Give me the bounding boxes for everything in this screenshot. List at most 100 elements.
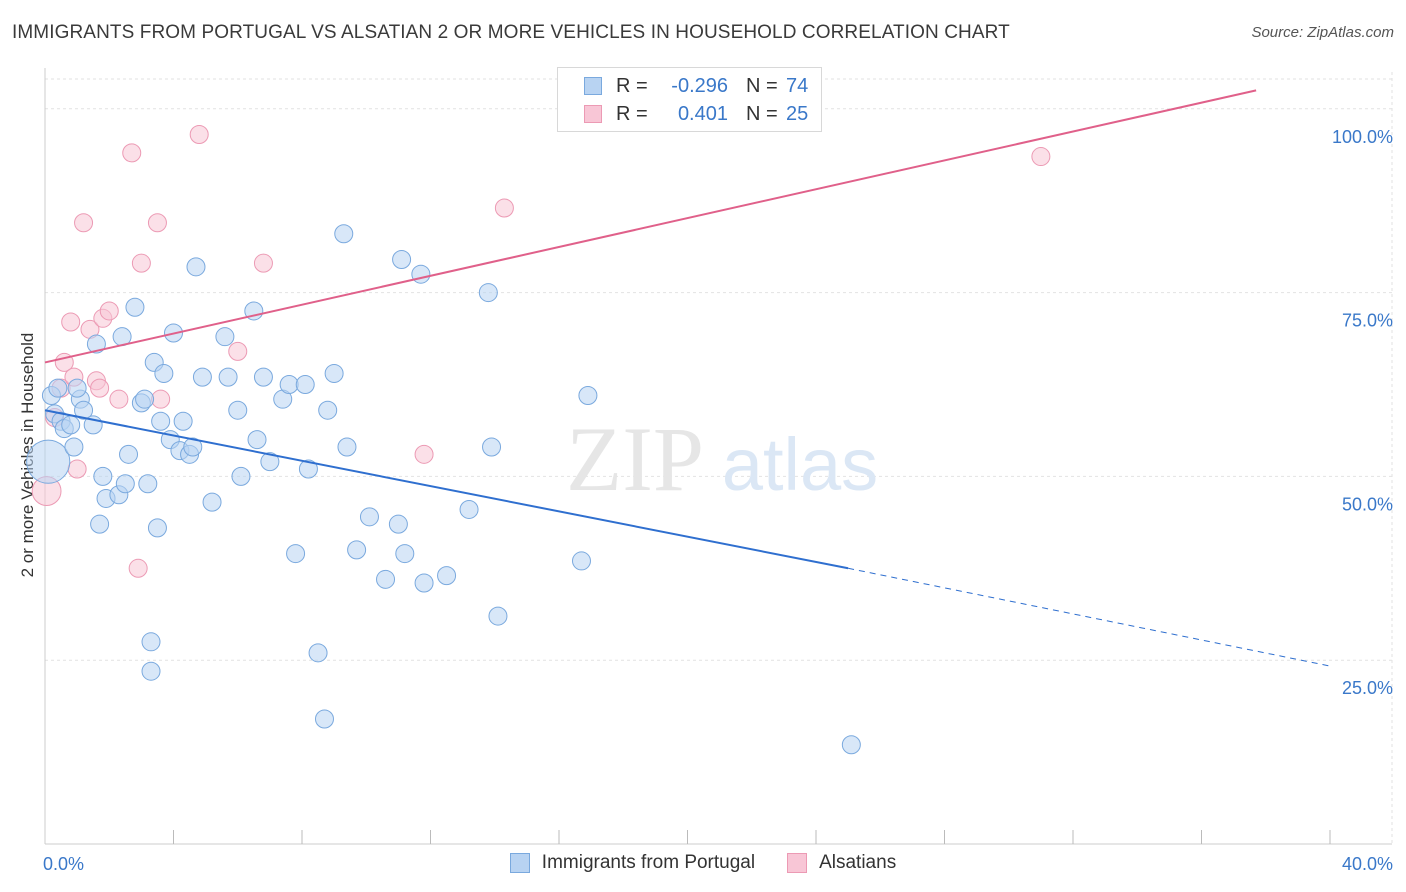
legend-n-label: N = xyxy=(746,102,778,125)
data-point xyxy=(135,389,155,409)
y-tick-label: 75.0% xyxy=(1342,311,1393,331)
data-point xyxy=(286,544,306,564)
chart-title: IMMIGRANTS FROM PORTUGAL VS ALSATIAN 2 O… xyxy=(12,22,1010,43)
data-point xyxy=(334,224,354,244)
legend-swatch-pink xyxy=(584,105,602,123)
y-tick-label: 100.0% xyxy=(1332,127,1393,147)
data-point xyxy=(337,437,357,457)
data-point xyxy=(115,474,135,494)
trendline-alsatians xyxy=(44,89,1257,364)
trendline-portugal xyxy=(44,409,849,570)
data-point xyxy=(74,213,94,233)
data-point xyxy=(359,507,379,527)
legend-r-label: R = xyxy=(616,102,648,125)
data-point xyxy=(298,459,318,479)
correlation-legend: R = -0.296 N = 74 R = 0.401 N = 25 xyxy=(557,67,822,132)
data-point xyxy=(67,378,87,398)
data-point xyxy=(86,334,106,354)
x-tick-label: 0.0% xyxy=(43,854,84,874)
data-point xyxy=(411,264,431,284)
data-point xyxy=(376,569,396,589)
data-point xyxy=(202,492,222,512)
watermark-zip: ZIP xyxy=(566,408,704,510)
legend-swatch-pink xyxy=(787,853,808,873)
legend-row-portugal: R = -0.296 N = 74 xyxy=(584,72,808,100)
trendline-portugal-extrapolated xyxy=(848,567,1331,667)
data-point xyxy=(183,437,203,457)
data-point xyxy=(488,606,508,626)
legend-swatch-blue xyxy=(584,77,602,95)
data-point xyxy=(138,474,158,494)
data-point xyxy=(482,437,502,457)
data-point xyxy=(215,327,235,347)
data-point xyxy=(147,518,167,538)
legend-row-alsatians: R = 0.401 N = 25 xyxy=(584,100,808,128)
data-point xyxy=(189,124,209,144)
x-tick-label: 40.0% xyxy=(1342,854,1393,874)
data-point xyxy=(151,389,171,409)
legend-label-alsatians: Alsatians xyxy=(819,852,897,873)
trendlines xyxy=(44,89,1331,667)
axes xyxy=(44,68,1392,845)
data-point xyxy=(571,551,591,571)
data-point xyxy=(122,143,142,163)
legend-label-portugal: Immigrants from Portugal xyxy=(541,852,756,873)
data-point xyxy=(26,439,71,484)
legend-n-value: 25 xyxy=(786,102,809,125)
data-point xyxy=(141,661,161,681)
data-point xyxy=(218,367,238,387)
data-point xyxy=(192,367,212,387)
data-point xyxy=(99,301,119,321)
data-point xyxy=(414,573,434,593)
data-point xyxy=(147,213,167,233)
data-point xyxy=(478,283,498,303)
data-point xyxy=(324,363,344,383)
data-point xyxy=(231,466,251,486)
data-point xyxy=(318,400,338,420)
data-point xyxy=(253,253,273,273)
data-point xyxy=(125,297,145,317)
data-point xyxy=(173,411,193,431)
data-point xyxy=(260,452,280,472)
data-point xyxy=(228,400,248,420)
data-point xyxy=(186,257,206,277)
data-point xyxy=(90,378,110,398)
data-point xyxy=(93,466,113,486)
data-point xyxy=(388,514,408,534)
data-point xyxy=(74,400,94,420)
watermark-atlas: atlas xyxy=(722,423,878,506)
data-point xyxy=(67,459,87,479)
x-tick-labels: 0.0% 40.0% xyxy=(43,854,1393,874)
legend-n-value: 74 xyxy=(786,74,809,97)
data-point xyxy=(279,374,299,394)
legend-item-alsatians: Alsatians xyxy=(787,852,896,874)
alsatians-points xyxy=(31,124,1051,578)
y-tick-label: 50.0% xyxy=(1342,494,1393,514)
data-point xyxy=(64,437,84,457)
data-point xyxy=(128,558,148,578)
data-point xyxy=(578,386,598,406)
data-point xyxy=(141,632,161,652)
data-point xyxy=(308,643,328,663)
portugal-points xyxy=(26,224,861,755)
legend-n-label: N = xyxy=(746,74,778,97)
legend-swatch-blue xyxy=(509,853,530,873)
legend-r-value: -0.296 xyxy=(671,74,728,97)
data-point xyxy=(253,367,273,387)
series-legend: Immigrants from Portugal Alsatians xyxy=(0,852,1406,874)
data-point xyxy=(61,415,81,435)
data-point xyxy=(131,253,151,273)
legend-r-value: 0.401 xyxy=(677,102,728,125)
data-point xyxy=(347,540,367,560)
data-point xyxy=(414,444,434,464)
data-point xyxy=(61,312,81,332)
data-point xyxy=(151,411,171,431)
data-point xyxy=(841,735,861,755)
data-point xyxy=(119,444,139,464)
data-point xyxy=(395,544,415,564)
data-point xyxy=(1031,147,1051,167)
data-point xyxy=(494,198,514,218)
data-point xyxy=(90,514,110,534)
data-point xyxy=(392,249,412,269)
